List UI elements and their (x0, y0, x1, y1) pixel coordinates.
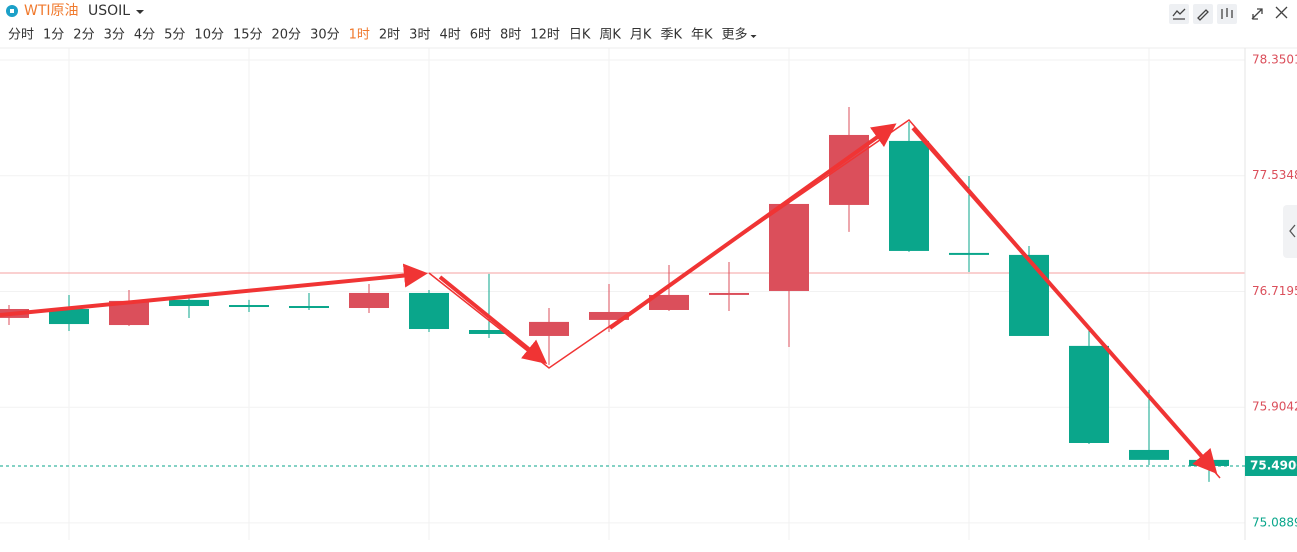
interval-button[interactable]: 4时 (439, 28, 460, 43)
interval-button[interactable]: 3分 (104, 28, 125, 43)
y-tick-label: 75.0889 (1252, 515, 1297, 529)
candle-body (769, 203, 809, 291)
expand-icon[interactable] (1251, 8, 1263, 20)
interval-button[interactable]: 1分 (43, 28, 64, 43)
candle-body (1009, 254, 1049, 336)
symbol-name[interactable]: WTI原油 (24, 3, 79, 19)
candle-body (1129, 449, 1169, 460)
interval-button[interactable]: 30分 (310, 28, 340, 43)
interval-button[interactable]: 15分 (233, 28, 263, 43)
candle-body (469, 330, 509, 334)
interval-button[interactable]: 5分 (164, 28, 185, 43)
candle-body (169, 299, 209, 307)
candle-body (649, 294, 689, 310)
interval-button[interactable]: 12时 (530, 28, 560, 43)
candle-body (49, 308, 89, 325)
interval-button[interactable]: 1时 (349, 28, 370, 43)
candle-body (1069, 345, 1109, 443)
interval-button[interactable]: 10分 (194, 28, 224, 43)
candle-body (289, 306, 329, 309)
y-tick-label: 77.5348 (1252, 168, 1297, 182)
interval-button[interactable]: 月K (630, 28, 652, 43)
interval-button[interactable]: 更多 (722, 27, 748, 43)
last-price-label: 75.4900 (1250, 458, 1297, 472)
tool-icon (1221, 8, 1233, 19)
interval-button[interactable]: 2时 (379, 28, 400, 43)
symbol-code[interactable]: USOIL (88, 3, 130, 19)
interval-button[interactable]: 分时 (8, 28, 34, 43)
tool-button[interactable] (1193, 4, 1213, 24)
interval-button[interactable]: 季K (660, 28, 682, 43)
trend-arrow (608, 123, 897, 330)
trend-arrow (911, 126, 1218, 475)
candle-body (229, 305, 269, 308)
dropdown-caret[interactable] (136, 10, 144, 14)
interval-button[interactable]: 周K (599, 28, 621, 43)
trend-arrow (438, 275, 548, 365)
trend-arrow (0, 263, 428, 317)
interval-button[interactable]: 20分 (272, 28, 302, 43)
tool-icon (1197, 9, 1209, 21)
interval-button[interactable]: 3时 (409, 28, 430, 43)
tool-button[interactable] (1169, 4, 1189, 24)
interval-button[interactable]: 年K (691, 28, 713, 43)
more-caret (750, 35, 757, 38)
candle-body (349, 292, 389, 309)
interval-button[interactable]: 8时 (500, 28, 521, 43)
y-tick-label: 78.3501 (1252, 53, 1297, 67)
y-tick-label: 76.7195 (1252, 284, 1297, 298)
tool-icon (1172, 8, 1186, 20)
candle-body (589, 311, 629, 320)
interval-button[interactable]: 2分 (73, 28, 94, 43)
side-tab-icon (1289, 224, 1296, 238)
symbol-icon-inner (10, 9, 14, 13)
interval-button[interactable]: 6时 (470, 28, 491, 43)
candle-body (949, 252, 989, 255)
last-price-box (1245, 455, 1297, 476)
candle-body (409, 292, 449, 330)
candle-body (529, 321, 569, 336)
candle-body (889, 140, 929, 251)
interval-button[interactable]: 日K (569, 28, 591, 43)
close-icon[interactable] (1275, 6, 1288, 19)
candle-body (709, 292, 749, 295)
interval-button[interactable]: 4分 (134, 28, 155, 43)
y-tick-label: 75.9042 (1252, 400, 1297, 414)
